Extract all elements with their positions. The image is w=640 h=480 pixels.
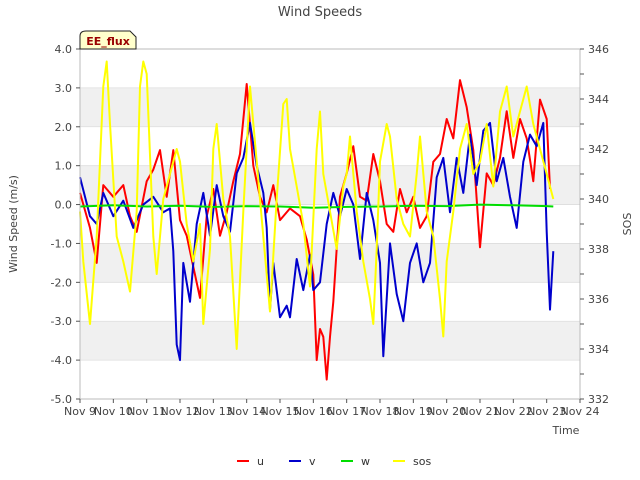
legend-label: v [309,455,316,468]
chart-title: Wind Speeds [278,5,363,20]
y-tick-label: -2.0 [51,276,72,289]
y-tick-label: 3.0 [55,82,73,95]
legend-label: sos [413,455,431,468]
x-tick-label: Nov 9 [64,405,96,418]
y2-axis-label: SOS [621,213,634,236]
annotation-background [79,30,137,50]
y2-tick-label: 342 [588,143,609,156]
y2-axis: 332 334 336 338 340 342 344 346 [580,43,609,406]
series-line-sos [79,60,555,350]
x-tick-label: Nov 11 [127,405,166,418]
y2-tick-label: 344 [588,93,609,106]
x-tick-label: Nov 23 [527,405,566,418]
x-tick-label: Nov 12 [161,405,200,418]
legend: u v w sos [237,455,431,468]
y-tick-label: 1.0 [55,160,73,173]
y-tick-label: -3.0 [51,315,72,328]
x-tick-label: Nov 19 [394,405,433,418]
x-tick-label: Nov 24 [561,405,600,418]
y-axis: -5.0 -4.0 -3.0 -2.0 -1.0 0.0 1.0 2.0 3.0 4.0 [51,43,80,406]
legend-item-v: v [289,455,316,468]
x-tick-label: Nov 14 [227,405,266,418]
y2-tick-label: 336 [588,293,609,306]
x-tick-label: Nov 13 [194,405,233,418]
y2-tick-label: 338 [588,243,609,256]
x-tick-label: Nov 10 [94,405,133,418]
y-tick-label: 0.0 [55,199,73,212]
series-layer [79,60,555,381]
series-line-w [79,203,554,209]
series-line-v [79,121,555,362]
y-tick-label: 4.0 [55,43,73,56]
y2-tick-label: 334 [588,343,609,356]
y2-tick-label: 346 [588,43,609,56]
legend-label: u [257,455,264,468]
grid-band [80,87,580,127]
x-tick-label: Nov 17 [327,405,366,418]
x-tick-label: Nov 22 [494,405,533,418]
x-tick-label: Nov 21 [461,405,500,418]
y2-tick-label: 340 [588,193,609,206]
x-axis-label: Time [552,424,580,437]
annotation-label: EE_flux [86,35,130,48]
grid-band [80,243,580,283]
y-tick-label: -1.0 [51,237,72,250]
x-tick-label: Nov 16 [294,405,333,418]
x-tick-label: Nov 20 [427,405,466,418]
y-axis-label: Wind Speed (m/s) [7,175,20,273]
x-tick-label: Nov 15 [261,405,300,418]
x-tick-label: Nov 18 [361,405,400,418]
y-tick-label: 2.0 [55,121,73,134]
annotation-box: EE_flux [79,30,137,50]
legend-item-w: w [341,455,370,468]
y-tick-label: -4.0 [51,354,72,367]
legend-item-sos: sos [393,455,431,468]
y-tick-label: -5.0 [51,393,72,406]
legend-item-u: u [237,455,264,468]
legend-label: w [361,455,370,468]
y2-tick-label: 332 [588,393,609,406]
